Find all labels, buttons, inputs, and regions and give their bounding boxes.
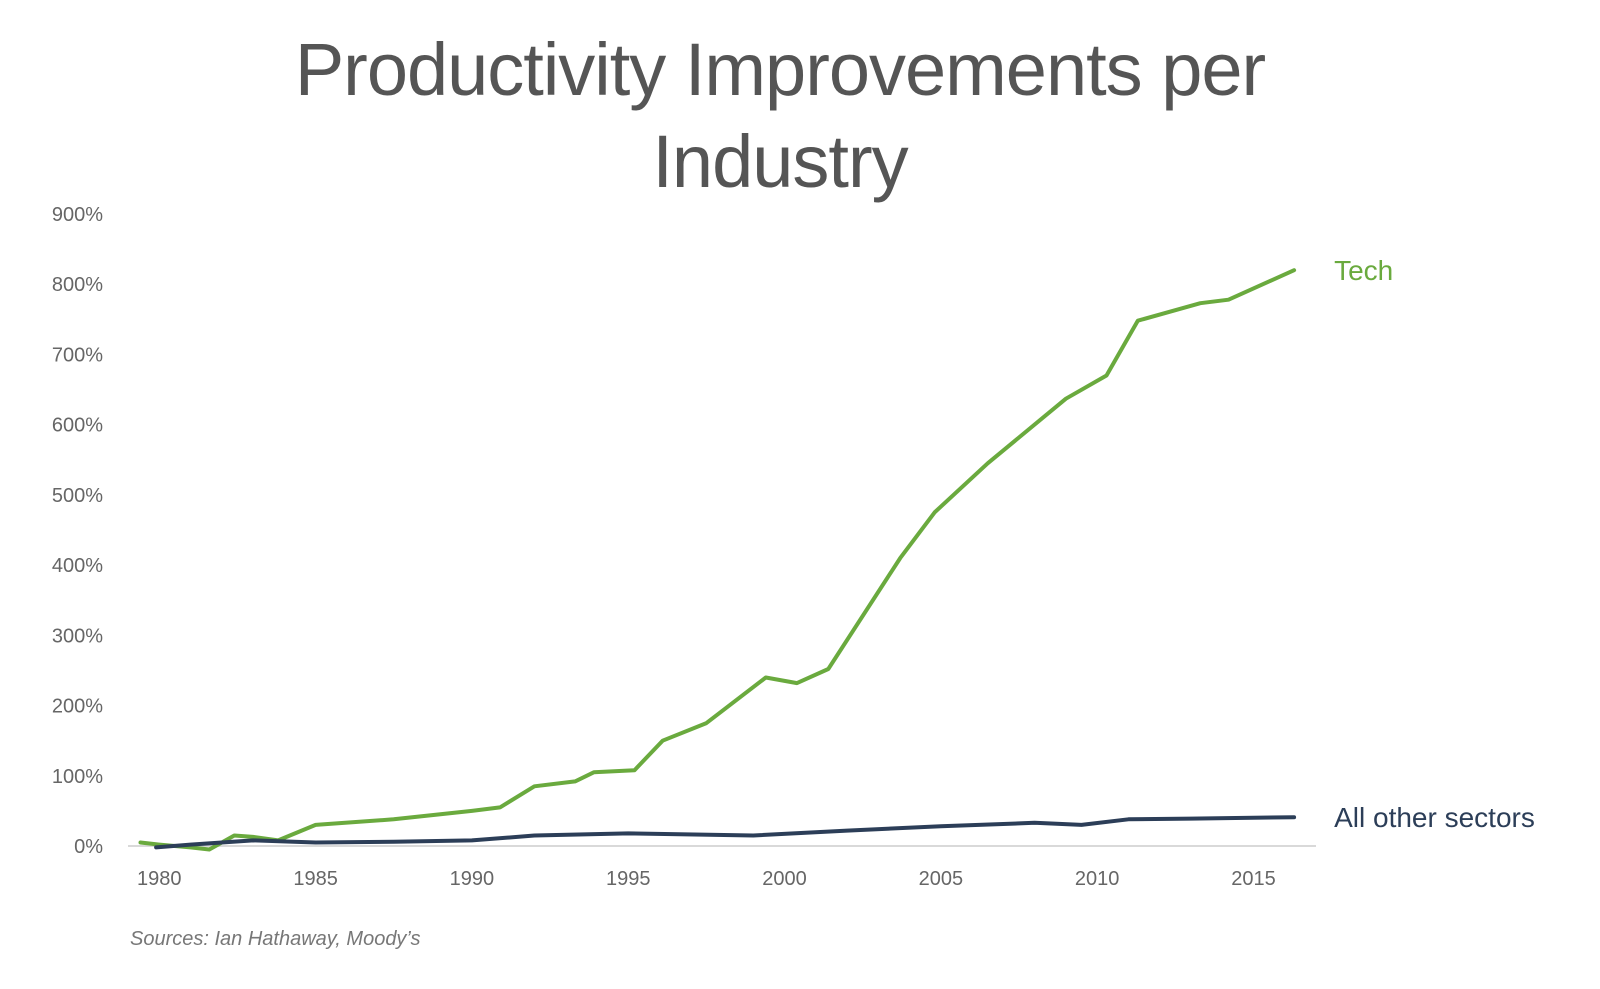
series-line-all-other-sectors: [154, 815, 1297, 850]
x-tick-label: 1980: [137, 868, 182, 890]
x-tick-label: 1995: [606, 868, 651, 890]
series-labels: Tech All other sectors: [1334, 255, 1535, 833]
x-tick-label: 1990: [450, 868, 495, 890]
y-tick-label: 300%: [52, 625, 103, 647]
chart-title: Productivity Improvements per Industry: [0, 24, 1560, 208]
chart-title-line-1: Productivity Improvements per: [294, 28, 1266, 111]
y-tick-label: 600%: [52, 415, 103, 437]
y-tick-label: 100%: [52, 766, 103, 788]
x-tick-label: 1985: [293, 868, 338, 890]
y-tick-label: 200%: [52, 696, 103, 718]
y-tick-label: 400%: [52, 555, 103, 577]
y-tick-label: 0%: [74, 836, 103, 858]
source-note: Sources: Ian Hathaway, Moody’s: [130, 928, 421, 950]
series-lines: [138, 268, 1297, 852]
y-tick-label: 700%: [52, 344, 103, 366]
chart-title-line-2: Industry: [652, 120, 908, 203]
y-tick-label: 900%: [52, 204, 103, 226]
y-tick-label: 500%: [52, 485, 103, 507]
x-tick-label: 2015: [1231, 868, 1276, 890]
series-label-all-other-sectors: All other sectors: [1334, 802, 1535, 833]
x-axis-ticks: 1980 1985 1990 1995 2000 2005 2010 2015: [137, 868, 1276, 890]
series-label-tech: Tech: [1334, 255, 1393, 286]
x-tick-label: 2010: [1075, 868, 1120, 890]
series-line-tech: [138, 268, 1297, 852]
x-tick-label: 2000: [762, 868, 807, 890]
x-tick-label: 2005: [919, 868, 964, 890]
y-axis-ticks: 0% 100% 200% 300% 400% 500% 600% 700% 800% 900%: [52, 204, 103, 858]
y-tick-label: 800%: [52, 274, 103, 296]
